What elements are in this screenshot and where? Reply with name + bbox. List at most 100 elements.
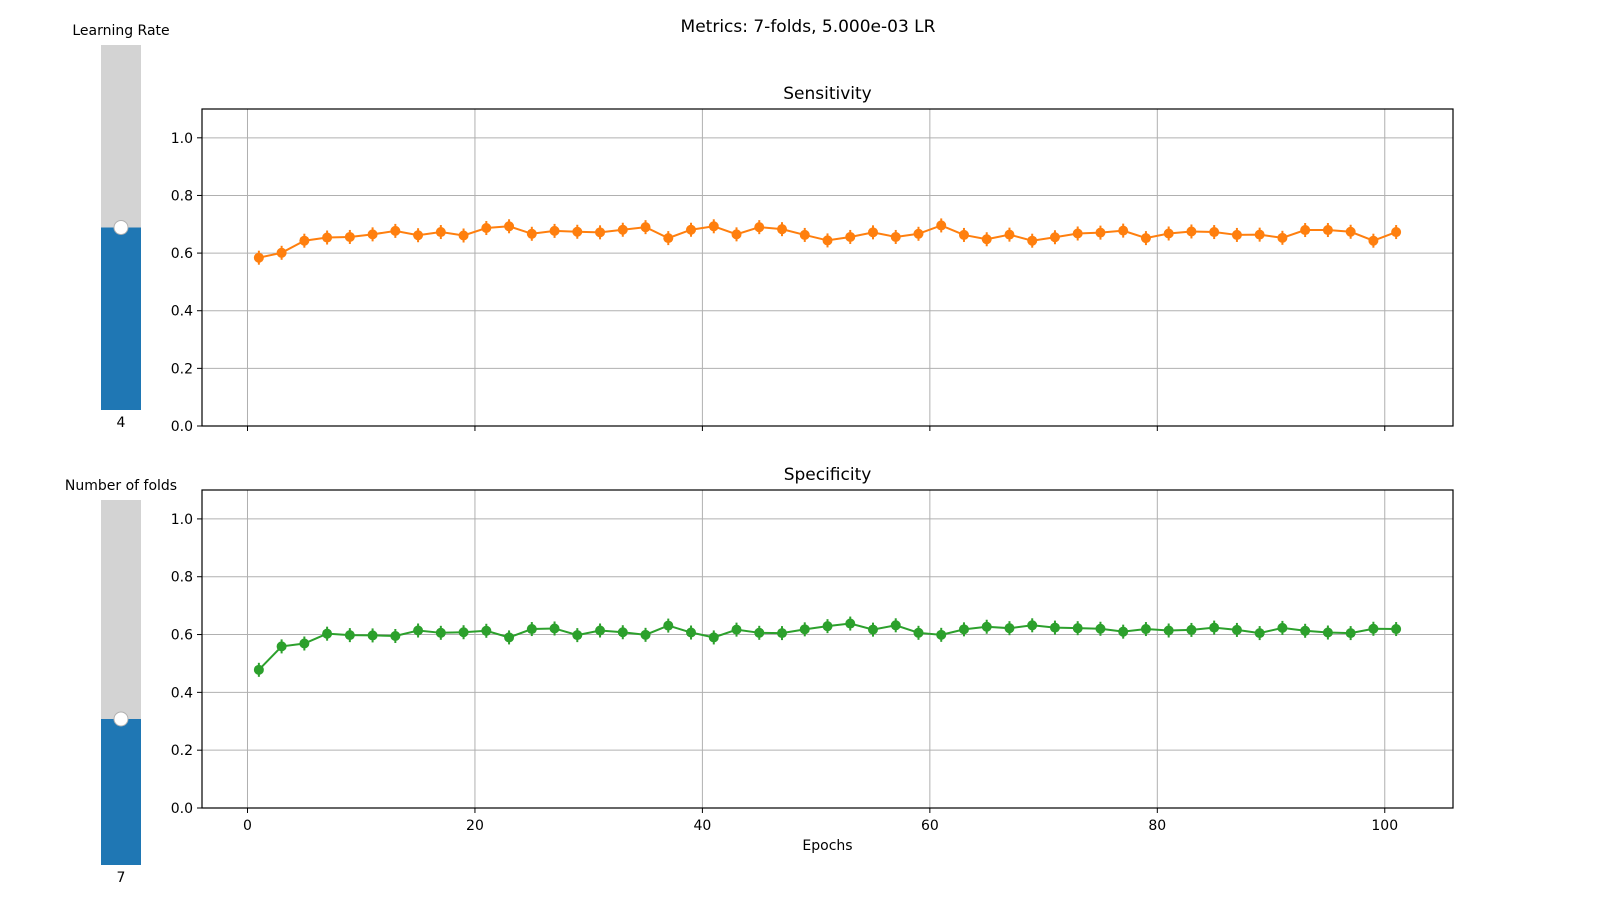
specificity-data-point	[299, 638, 310, 649]
sensitivity-data-point	[777, 224, 788, 235]
sensitivity-data-point	[1231, 229, 1242, 240]
sensitivity-data-point	[1277, 232, 1288, 243]
specificity-data-point	[936, 629, 947, 640]
learning-rate-slider-handle[interactable]	[113, 220, 129, 235]
sensitivity-data-point	[504, 221, 515, 232]
specificity-data-point	[708, 632, 719, 643]
sensitivity-data-point	[958, 229, 969, 240]
specificity-data-point	[344, 630, 355, 641]
number-of-folds-slider[interactable]: Number of folds 7	[65, 478, 177, 886]
sensitivity-data-point	[1300, 225, 1311, 236]
learning-rate-slider-value: 4	[117, 415, 126, 431]
sensitivity-data-point	[253, 252, 264, 263]
learning-rate-slider[interactable]: Learning Rate 4	[72, 23, 169, 431]
specificity-data-point	[1254, 628, 1265, 639]
sensitivity-data-point	[663, 233, 674, 244]
sensitivity-ytick-label: 0.0	[171, 419, 193, 435]
specificity-data-point	[504, 632, 515, 643]
specificity-data-point	[777, 628, 788, 639]
specificity-data-point	[1186, 624, 1197, 635]
sensitivity-data-point	[572, 226, 583, 237]
specificity-xtick-label: 0	[243, 818, 252, 834]
sensitivity-data-point	[481, 223, 492, 234]
sensitivity-data-point	[1118, 225, 1129, 236]
sensitivity-data-point	[1072, 228, 1083, 239]
specificity-data-point	[822, 621, 833, 632]
sensitivity-data-point	[1140, 233, 1151, 244]
specificity-data-point	[322, 628, 333, 639]
sensitivity-data-point	[458, 230, 469, 241]
sensitivity-ytick-label: 0.6	[171, 246, 193, 262]
specificity-data-point	[890, 620, 901, 631]
specificity-data-point	[663, 620, 674, 631]
specificity-title: Specificity	[784, 465, 872, 485]
specificity-data-point	[1368, 623, 1379, 634]
sensitivity-chart: 0.0 0.2 0.4 0.6 0.8 1.0 Sensitivity	[171, 84, 1454, 435]
sensitivity-data-point	[617, 224, 628, 235]
specificity-data-point	[1049, 622, 1060, 633]
sensitivity-data-point	[731, 229, 742, 240]
sensitivity-data-point	[299, 235, 310, 246]
specificity-data-point	[731, 624, 742, 635]
specificity-chart: 0.0 0.2 0.4 0.6 0.8 1.0 0 20 40 60 80 100 Specificit…	[171, 465, 1454, 854]
sensitivity-ytick-label: 0.8	[171, 188, 193, 204]
specificity-ytick-label: 0.4	[171, 685, 193, 701]
specificity-ytick-label: 0.8	[171, 570, 193, 586]
sensitivity-data-point	[913, 228, 924, 239]
sensitivity-data-point	[1095, 227, 1106, 238]
specificity-data-point	[981, 621, 992, 632]
sensitivity-data-point	[640, 222, 651, 233]
specificity-xaxis-label: Epochs	[802, 838, 852, 854]
sensitivity-data-point	[367, 229, 378, 240]
learning-rate-slider-label: Learning Rate	[72, 23, 169, 39]
specificity-data-point	[481, 625, 492, 636]
specificity-data-point	[958, 624, 969, 635]
number-of-folds-slider-label: Number of folds	[65, 478, 177, 494]
sensitivity-data-point	[1186, 226, 1197, 237]
specificity-data-point	[1322, 627, 1333, 638]
sensitivity-ytick-label: 0.4	[171, 304, 193, 320]
sensitivity-data-point	[1004, 229, 1015, 240]
sensitivity-data-point	[1027, 235, 1038, 246]
sensitivity-data-point	[845, 231, 856, 242]
sensitivity-data-point	[549, 225, 560, 236]
sensitivity-data-point	[936, 220, 947, 231]
specificity-data-point	[640, 629, 651, 640]
specificity-data-point	[276, 641, 287, 652]
specificity-data-point	[686, 627, 697, 638]
specificity-data-point	[1027, 620, 1038, 631]
specificity-data-point	[1118, 626, 1129, 637]
specificity-data-point	[572, 630, 583, 641]
sensitivity-plot-frame	[201, 108, 1454, 427]
specificity-data-point	[845, 618, 856, 629]
specificity-data-point	[867, 624, 878, 635]
specificity-ytick-label: 0.6	[171, 628, 193, 644]
sensitivity-data-point	[708, 221, 719, 232]
sensitivity-data-point	[344, 231, 355, 242]
sensitivity-data-point	[1049, 232, 1060, 243]
specificity-data-point	[458, 627, 469, 638]
specificity-data-point	[1300, 625, 1311, 636]
specificity-data-point	[526, 624, 537, 635]
specificity-data-point	[799, 624, 810, 635]
specificity-data-point	[1277, 622, 1288, 633]
specificity-data-point	[1163, 625, 1174, 636]
specificity-data-point	[913, 627, 924, 638]
sensitivity-ytick-label: 0.2	[171, 361, 193, 377]
specificity-xtick-label: 100	[1371, 818, 1398, 834]
number-of-folds-slider-handle[interactable]	[113, 711, 129, 727]
sensitivity-data-point	[754, 222, 765, 233]
specificity-data-point	[1231, 624, 1242, 635]
specificity-data-point	[1209, 622, 1220, 633]
specificity-data-point	[754, 627, 765, 638]
sensitivity-data-point	[322, 232, 333, 243]
sensitivity-data-point	[981, 234, 992, 245]
sensitivity-data-point	[1391, 227, 1402, 238]
specificity-data-point	[549, 623, 560, 634]
specificity-ytick-label: 0.0	[171, 801, 193, 817]
sensitivity-data-point	[413, 230, 424, 241]
specificity-data-point	[367, 630, 378, 641]
learning-rate-slider-fill	[101, 227, 141, 410]
sensitivity-title: Sensitivity	[783, 84, 872, 104]
